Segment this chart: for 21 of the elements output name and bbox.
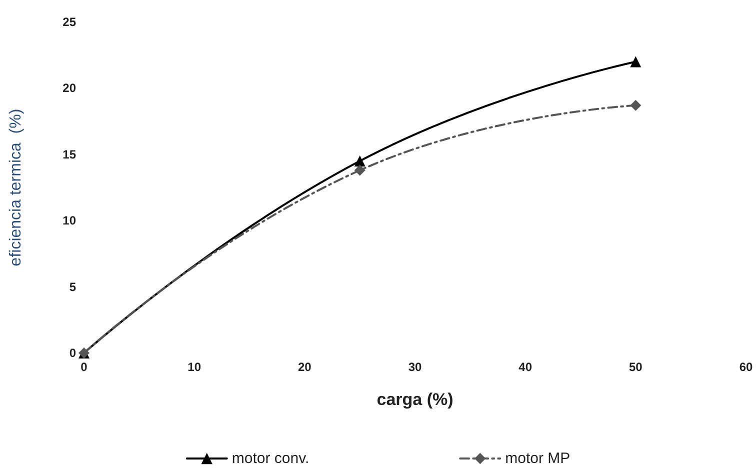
legend-label: motor conv. [232,450,310,467]
point [354,156,366,167]
x-tick-label: 60 [739,360,753,374]
x-tick-label: 20 [298,360,312,374]
point [630,100,642,111]
x-tick-label: 40 [518,360,532,374]
y-axis-title: eficiencia termica (%) [8,108,24,266]
x-tick-label: 50 [628,360,643,374]
y-tick-label: 5 [69,280,76,294]
point [354,164,366,176]
y-tick-label: 25 [62,15,76,29]
y-tick-label: 20 [62,81,76,96]
y-tick-label: 15 [62,147,76,162]
legend-label: motor MP [505,450,570,467]
x-axis-title: carga (%) [376,390,454,409]
y-tick-label: 0 [69,346,76,360]
x-tick-label: 10 [188,360,202,374]
x-tick-label: 30 [408,360,422,374]
x-tick-label: 0 [80,360,88,374]
y-tick-label: 10 [62,214,76,228]
point [630,56,642,68]
